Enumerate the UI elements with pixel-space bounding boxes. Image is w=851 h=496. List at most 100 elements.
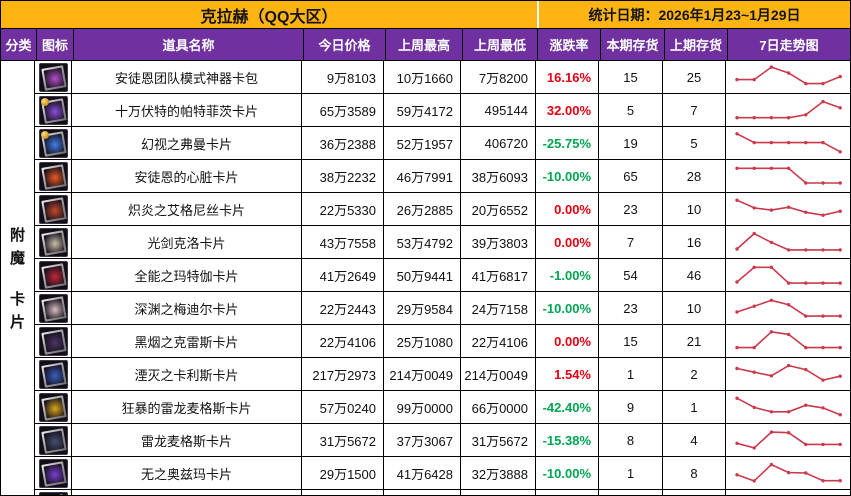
stock-previous: 7 [663,94,726,126]
trend-sparkline [734,298,842,318]
stock-previous: 25 [663,61,726,93]
card-art [43,331,64,352]
stock-current: 19 [599,127,663,159]
item-icon-cell [35,358,72,390]
empty-cell [663,490,726,495]
item-icon-cell [35,292,72,324]
item-icon-cell [35,424,72,456]
item-name: 全能之玛特伽卡片 [72,259,302,291]
week-high: 10万1660 [384,61,461,93]
stock-current: 1 [599,457,663,489]
week-high: 50万9441 [384,259,461,291]
item-row: 狂暴的雷龙麦格斯卡片 57万0240 99万0000 66万0000 -42.40% 9 1 [35,391,850,424]
week-high: 29万9584 [384,292,461,324]
item-icon-cell [35,160,72,192]
item-row: 安徒恩的心脏卡片 38万2232 46万7991 38万6093 -10.00% 65 28 [35,160,850,193]
card-art [43,232,64,253]
item-row: 全能之玛特伽卡片 41万2649 50万9441 41万6817 -1.00% 54 46 [35,259,850,292]
card-art [43,298,64,319]
column-header-change-rate: 涨跌率 [538,29,601,60]
empty-cell [72,490,302,495]
trend-sparkline [734,132,842,154]
trend-sparkline [734,198,842,217]
item-name: 黑烟之克雷斯卡片 [72,325,302,357]
empty-cell [302,490,384,495]
change-rate: 0.00% [536,226,599,258]
rows-area: 安徒恩团队模式神器卡包 9万8103 10万1660 7万8200 16.16% 15 25… [35,61,850,495]
week-high: 37万3067 [384,424,461,456]
stock-current: 15 [599,61,663,93]
item-row: 幻视之弗曼卡片 36万2388 52万1957 406720 -25.75% 19 5 [35,127,850,160]
trend-cell [726,61,850,93]
week-low: 41万6817 [461,259,536,291]
trend-cell [726,259,850,291]
item-row: 光剑克洛卡片 43万7558 53万4792 39万3803 0.00% 7 16 [35,226,850,259]
item-row: 安徒恩团队模式神器卡包 9万8103 10万1660 7万8200 16.16% 15 25 [35,61,850,94]
column-header-category: 分类 [1,29,37,60]
item-row-partial [35,490,850,495]
week-high: 25万1080 [384,325,461,357]
change-rate: 32.00% [536,94,599,126]
coin-badge-icon [40,97,49,106]
empty-cell [726,490,850,495]
item-name: 湮灭之卡利斯卡片 [72,358,302,390]
item-icon-cell [35,94,72,126]
stock-previous: 28 [663,160,726,192]
card-art [43,199,64,220]
stat-date: 统计日期：2026年1月23~1月29日 [537,1,850,28]
item-card-icon [38,326,68,356]
today-price: 9万8103 [302,61,384,93]
stock-current: 54 [599,259,663,291]
week-low: 20万6552 [461,193,536,225]
column-header-stock-current: 本期存货 [601,29,665,60]
trend-sparkline [734,65,842,86]
week-low: 24万7158 [461,292,536,324]
week-low: 39万3803 [461,226,536,258]
item-icon-cell [35,325,72,357]
week-high: 52万1957 [384,127,461,159]
trend-sparkline [734,430,842,450]
item-icon-cell [35,193,72,225]
item-card-icon [38,392,68,422]
week-low: 406720 [461,127,536,159]
week-high: 53万4792 [384,226,461,258]
card-art [43,67,64,88]
trend-cell [726,325,850,357]
item-name: 十万伏特的帕特菲茨卡片 [72,94,302,126]
item-card-icon [38,128,68,158]
empty-cell [599,490,663,495]
item-name: 幻视之弗曼卡片 [72,127,302,159]
today-price: 57万0240 [302,391,384,423]
change-rate: -25.75% [536,127,599,159]
change-rate: -1.00% [536,259,599,291]
card-art [43,265,64,286]
trend-cell [726,127,850,159]
stock-current: 15 [599,325,663,357]
today-price: 29万1500 [302,457,384,489]
item-name: 炽炎之艾格尼丝卡片 [72,193,302,225]
stock-current: 1 [599,358,663,390]
change-rate: -10.00% [536,292,599,324]
stock-previous: 21 [663,325,726,357]
item-name: 安徒恩团队模式神器卡包 [72,61,302,93]
card-art [43,364,64,385]
table-body: 附魔 卡片 安徒恩团队模式神器卡包 9万8103 10万1660 7万8200 16.1… [1,61,850,495]
week-low: 66万0000 [461,391,536,423]
today-price: 38万2232 [302,160,384,192]
trend-cell [726,94,850,126]
item-row: 炽炎之艾格尼丝卡片 22万5330 26万2885 20万6552 0.00% 23 10 [35,193,850,226]
column-header-today-price: 今日价格 [304,29,386,60]
stock-current: 23 [599,193,663,225]
card-pack-icon [38,62,68,92]
change-rate: 16.16% [536,61,599,93]
week-high: 41万6428 [384,457,461,489]
item-card-icon [38,359,68,389]
empty-cell [536,490,599,495]
stock-previous: 10 [663,193,726,225]
trend-sparkline [734,363,842,382]
change-rate: 0.00% [536,325,599,357]
trend-sparkline [734,231,842,252]
today-price: 22万5330 [302,193,384,225]
stock-previous: 1 [663,391,726,423]
